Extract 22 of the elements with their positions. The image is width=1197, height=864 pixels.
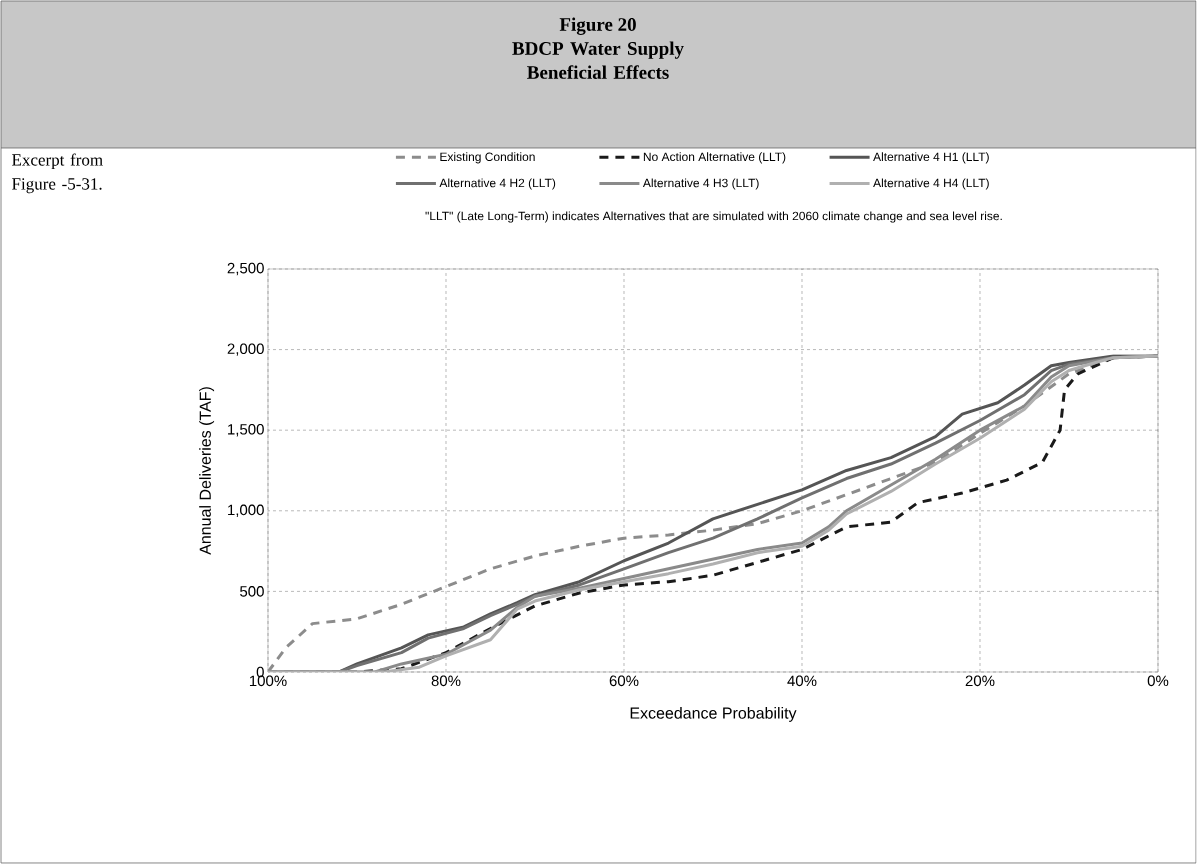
legend-label: Alternative 4 H2 (LLT) — [439, 178, 556, 190]
x-tick-label: 0% — [1147, 675, 1169, 687]
legend-label: Existing Condition — [440, 152, 535, 164]
x-tick-label: 60% — [609, 675, 639, 687]
legend-label: No Action Alternative (LLT) — [643, 152, 786, 164]
x-tick-label: 40% — [787, 675, 817, 687]
y-tick-label: 1,500 — [228, 423, 264, 437]
y-axis-title: Annual Deliveries (TAF) — [199, 387, 215, 555]
x-axis-title: Exceedance Probability — [630, 707, 797, 722]
legend-label: Alternative 4 H1 (LLT) — [873, 152, 989, 164]
chart-title: Figure 20 — [559, 17, 636, 35]
text: Excerpt from Figure -5-31. — [12, 153, 103, 194]
chart-subtitle: BDCP Water Supply Beneficial Effects — [512, 41, 684, 79]
y-tick-label: 500 — [240, 586, 264, 597]
x-tick-label: 20% — [965, 675, 995, 687]
y-tick-label: 1,000 — [228, 504, 264, 517]
y-tick-label: 2,000 — [227, 343, 264, 356]
text: "LLT" (Late Long-Term) indicates Alternatives that are simulated with 2060 climate change and sea level rise. — [425, 211, 1002, 223]
y-tick-label: 2,500 — [227, 262, 264, 276]
legend-label: Alternative 4 H3 (LLT) — [642, 178, 759, 190]
x-tick-label: 80% — [431, 675, 461, 687]
legend-label: Alternative 4 H4 (LLT) — [873, 178, 989, 190]
